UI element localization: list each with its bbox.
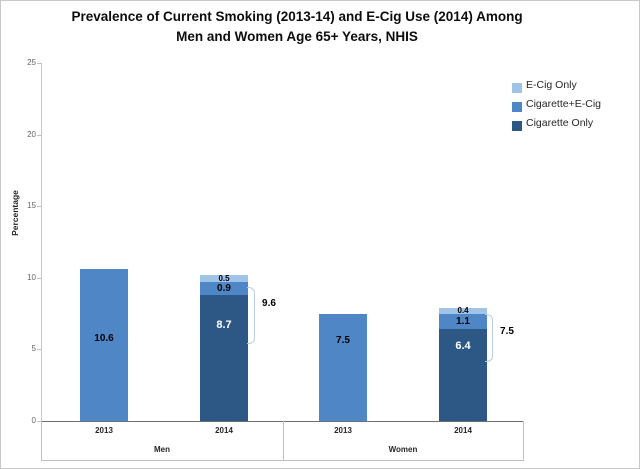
- y-tick-10: 10: [27, 273, 36, 282]
- data-label-women-2014-dual: 1.1: [456, 316, 470, 327]
- segment-women-2014-cig-plus-ecig: [439, 314, 487, 329]
- chart-title-line2: Men and Women Age 65+ Years, NHIS: [176, 29, 418, 44]
- chart-title-line1: Prevalence of Current Smoking (2013-14) …: [71, 9, 523, 24]
- y-tickmark: [37, 421, 41, 422]
- chart-title: Prevalence of Current Smoking (2013-14) …: [1, 7, 593, 47]
- y-axis-title: Percentage: [10, 190, 20, 236]
- legend-label-ecig-only: E-Cig Only: [526, 79, 577, 91]
- bar-men-2013-smoking: [80, 269, 128, 421]
- y-tick-0: 0: [31, 416, 36, 425]
- legend-label-cig-only: Cigarette Only: [526, 117, 594, 129]
- segment-men-2014-cig-only: [200, 295, 248, 421]
- bracket-women-2014: [485, 314, 493, 362]
- y-tickmark: [37, 278, 41, 279]
- data-label-men-2014-cig: 8.7: [216, 319, 232, 331]
- y-tickmark: [37, 206, 41, 207]
- x-axis-line: [41, 421, 523, 422]
- data-label-women-2013: 7.5: [336, 335, 350, 346]
- legend-swatch-ecig-only-icon: [512, 82, 522, 93]
- x-label-men-2014: 2014: [215, 426, 233, 435]
- data-label-men-2014-ecig: 0.5: [218, 274, 230, 283]
- x-label-women-2014: 2014: [454, 426, 472, 435]
- data-label-women-2014-ecig: 0.4: [457, 306, 469, 315]
- category-axis-box: [41, 421, 524, 461]
- y-tickmark: [37, 63, 41, 64]
- y-axis-line: [41, 63, 42, 421]
- group-label-men: Men: [154, 445, 170, 454]
- bracket-label-women: 7.5: [500, 326, 514, 337]
- data-label-men-2014-dual: 0.9: [217, 283, 231, 294]
- legend-label-cig-plus-ecig: Cigarette+E-Cig: [526, 98, 601, 110]
- segment-women-2014-cig-only: [439, 329, 487, 421]
- legend-item-cig-only: [512, 117, 522, 131]
- y-tickmark: [37, 135, 41, 136]
- data-label-women-2014-cig: 6.4: [455, 340, 471, 352]
- y-tickmark: [37, 349, 41, 350]
- bar-women-2013-smoking: [319, 314, 367, 421]
- y-tick-5: 5: [31, 344, 36, 353]
- segment-men-2014-ecig-only: [200, 275, 248, 282]
- legend-item-ecig-only: [512, 79, 522, 93]
- x-label-men-2013: 2013: [95, 426, 113, 435]
- bracket-label-men: 9.6: [262, 298, 276, 309]
- legend-swatch-cig-plus-ecig-icon: [512, 101, 522, 112]
- group-divider-line: [283, 421, 284, 460]
- segment-women-2014-ecig-only: [439, 308, 487, 314]
- bracket-men-2014: [247, 287, 255, 344]
- legend-item-cig-plus-ecig: [512, 98, 522, 112]
- y-tick-15: 15: [27, 201, 36, 210]
- x-label-women-2013: 2013: [334, 426, 352, 435]
- data-label-men-2013: 10.6: [94, 333, 114, 344]
- legend-swatch-cig-only-icon: [512, 120, 522, 131]
- group-label-women: Women: [388, 445, 418, 454]
- y-tick-20: 20: [27, 130, 36, 139]
- segment-men-2014-cig-plus-ecig: [200, 282, 248, 295]
- y-tick-25: 25: [27, 58, 36, 67]
